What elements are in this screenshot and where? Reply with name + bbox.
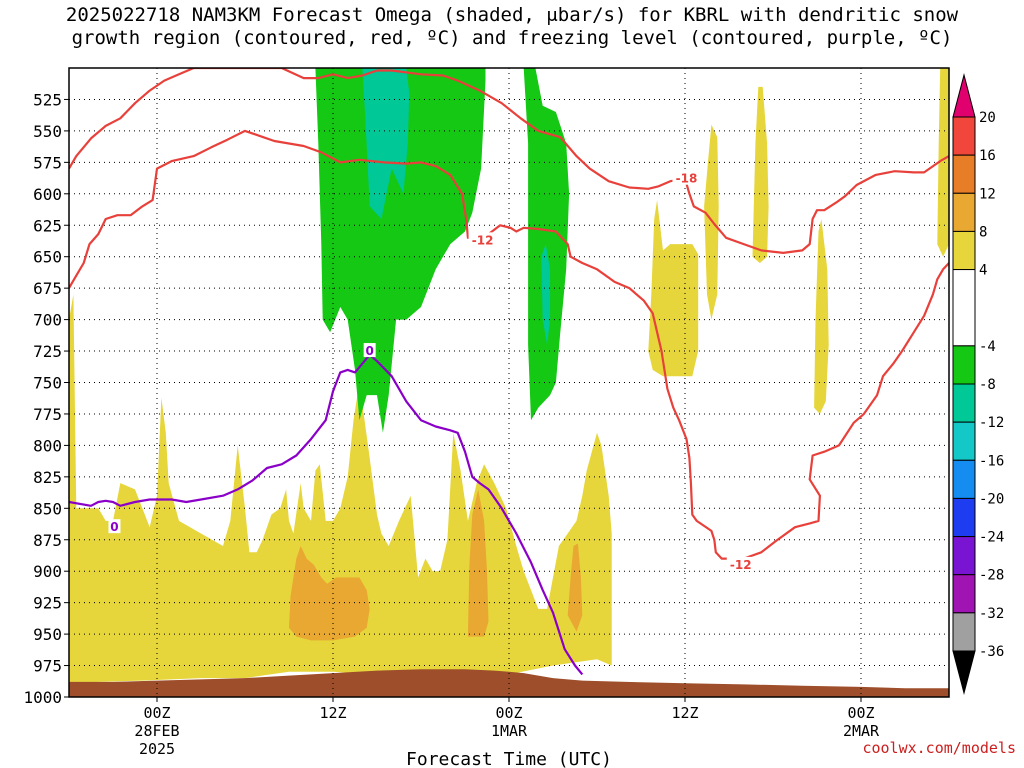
colorbar-tick-8: 8 <box>979 224 987 240</box>
x-tick-label-6-1: 28FEB <box>134 722 179 740</box>
y-tick-label-900: 900 <box>33 562 62 581</box>
shaded-region-8 <box>937 68 949 257</box>
colorbar-bin-4 <box>952 230 976 271</box>
colorbar-bin-9 <box>952 459 976 499</box>
shaded-region-5 <box>704 124 719 320</box>
y-tick-label-775: 775 <box>33 405 62 424</box>
colorbar-bin-8 <box>952 421 976 461</box>
colorbar-tick-12: 12 <box>979 186 996 202</box>
y-tick-label-950: 950 <box>33 625 62 644</box>
y-tick-label-975: 975 <box>33 657 62 676</box>
y-tick-label-800: 800 <box>33 436 62 455</box>
x-axis-label: Forecast Time (UTC) <box>406 749 612 768</box>
colorbar-tick--24: -24 <box>979 530 1004 546</box>
y-tick-label-575: 575 <box>33 153 62 172</box>
y-tick-label-750: 750 <box>33 374 62 393</box>
x-tick-label-6-2: 2025 <box>139 740 175 758</box>
contour-label-bg-4 <box>108 519 121 534</box>
x-tick-label-6-0: 00Z <box>143 704 170 722</box>
title-line-2: growth region (contoured, red, ºC) and f… <box>71 27 953 49</box>
contour-label-1: -12 <box>472 233 494 247</box>
shaded-region-3 <box>567 543 583 632</box>
contour-line-0 <box>69 68 949 254</box>
x-tick-label-30-0: 00Z <box>495 704 522 722</box>
colorbar-tick--28: -28 <box>979 568 1004 584</box>
y-tick-label-525: 525 <box>33 90 62 109</box>
colorbar-tick--32: -32 <box>979 606 1004 622</box>
contour-label-4: 0 <box>110 520 118 534</box>
colorbar-tick-4: 4 <box>979 263 987 279</box>
y-tick-label-550: 550 <box>33 122 62 141</box>
colorbar-bin-2 <box>952 154 976 194</box>
y-tick-label-600: 600 <box>33 185 62 204</box>
contour-label-bg-1 <box>468 232 497 247</box>
colorbar-bin-5 <box>952 269 976 347</box>
colorbar-tick--20: -20 <box>979 491 1004 507</box>
colorbar-bin-6 <box>952 345 976 385</box>
y-tick-label-825: 825 <box>33 468 62 487</box>
y-tick-label-650: 650 <box>33 248 62 267</box>
y-axis-ticks: 525 550 575 600 625 650 675 700 725 750 775 800 825 8… <box>23 90 69 707</box>
y-tick-label-875: 875 <box>33 531 62 550</box>
x-tick-label-54-1: 2MAR <box>843 722 880 740</box>
colorbar-bin-13 <box>952 612 976 652</box>
colorbar-tick-20: 20 <box>979 110 996 126</box>
colorbar-bottom-triangle <box>952 650 976 695</box>
x-tick-label-30-1: 1MAR <box>491 722 528 740</box>
x-tick-label-18-0: 12Z <box>319 704 346 722</box>
contour-label-2: -12 <box>730 558 752 572</box>
grid-lines <box>69 68 949 697</box>
colorbar-tick--12: -12 <box>979 415 1004 431</box>
colorbar-tick-16: 16 <box>979 148 996 164</box>
contour-label-bg-2 <box>726 556 755 571</box>
colorbar-bin-12 <box>952 574 976 614</box>
colorbar-tick--4: -4 <box>979 339 996 355</box>
shaded-region-7 <box>814 219 829 414</box>
contour-line-2 <box>69 353 584 676</box>
y-tick-label-725: 725 <box>33 342 62 361</box>
x-tick-label-42-0: 12Z <box>671 704 698 722</box>
contour-line-1 <box>69 129 949 560</box>
shaded-region-2 <box>467 489 489 637</box>
contour-label-bg-0 <box>672 170 701 185</box>
colorbar-tick--16: -16 <box>979 453 1004 469</box>
shaded-region-11 <box>362 68 410 219</box>
shaded-region-10 <box>523 68 570 421</box>
y-tick-label-1000: 1000 <box>23 688 62 707</box>
colorbar-bin-7 <box>952 383 976 423</box>
x-tick-label-54-0: 00Z <box>847 704 874 722</box>
colorbar-bin-11 <box>952 536 976 576</box>
credit-text: coolwx.com/models <box>862 739 1016 757</box>
contour-label-bg-3 <box>363 343 376 358</box>
contour-label-3: 0 <box>365 344 373 358</box>
shaded-region-1 <box>289 546 370 641</box>
chart-title: 2025022718 NAM3KM Forecast Omega (shaded… <box>0 4 1024 50</box>
colorbar-tick--36: -36 <box>979 644 1004 660</box>
y-tick-label-675: 675 <box>33 279 62 298</box>
colorbar-bin-3 <box>952 192 976 232</box>
colorbar: 20 16 12 8 4 -4 -8 -12 -16 -20 -24 -28 -32 -36 <box>952 73 1004 695</box>
y-tick-label-925: 925 <box>33 594 62 613</box>
y-tick-label-700: 700 <box>33 311 62 330</box>
y-tick-label-625: 625 <box>33 216 62 235</box>
colorbar-top-triangle <box>952 73 976 118</box>
shaded-region-4 <box>648 200 699 377</box>
contour-labels: -18 -12 -12 0 0 <box>108 170 755 572</box>
colorbar-bin-10 <box>952 497 976 538</box>
shaded-region-12 <box>541 244 551 345</box>
contour-label-0: -18 <box>676 172 698 186</box>
colorbar-tick--8: -8 <box>979 377 996 393</box>
y-tick-label-850: 850 <box>33 499 62 518</box>
contour-lines <box>69 68 949 676</box>
title-line-1: 2025022718 NAM3KM Forecast Omega (shaded… <box>65 4 959 26</box>
colorbar-bin-1 <box>952 116 976 156</box>
